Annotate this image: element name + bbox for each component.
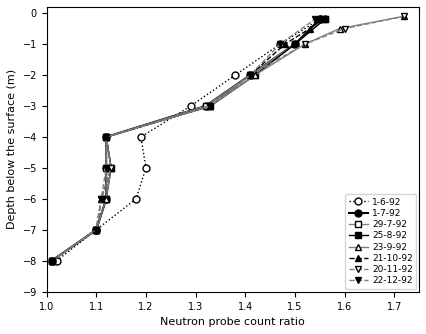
21-10-92 (208, 104, 213, 108)
25-8-92 (253, 73, 258, 77)
21-10-92 (322, 16, 327, 20)
1-6-92 (138, 135, 144, 139)
20-11-92 (94, 228, 99, 232)
25-8-92 (104, 197, 109, 201)
23-9-92 (302, 42, 308, 46)
29-7-92 (203, 104, 208, 108)
22-12-92 (312, 17, 317, 21)
29-7-92 (292, 42, 297, 46)
20-11-92 (99, 197, 104, 201)
1-6-92 (188, 104, 193, 108)
20-11-92 (342, 27, 347, 31)
Line: 23-9-92: 23-9-92 (48, 13, 408, 264)
23-9-92 (104, 197, 109, 201)
1-7-92 (104, 166, 109, 170)
22-12-92 (104, 135, 109, 139)
1-7-92 (104, 135, 109, 139)
29-7-92 (104, 135, 109, 139)
23-9-92 (337, 27, 342, 31)
25-8-92 (208, 104, 213, 108)
29-7-92 (322, 17, 327, 21)
22-12-92 (277, 42, 282, 46)
29-7-92 (94, 228, 99, 232)
23-9-92 (109, 166, 114, 170)
Line: 29-7-92: 29-7-92 (48, 16, 328, 264)
20-11-92 (402, 14, 407, 18)
1-6-92 (94, 228, 99, 232)
20-11-92 (208, 104, 213, 108)
1-7-92 (248, 73, 253, 77)
25-8-92 (292, 42, 297, 46)
Line: 22-12-92: 22-12-92 (48, 16, 318, 264)
1-6-92 (54, 259, 59, 263)
1-6-92 (233, 73, 238, 77)
23-9-92 (104, 135, 109, 139)
23-9-92 (253, 73, 258, 77)
1-6-92 (277, 42, 282, 46)
Y-axis label: Depth below the surface (m): Depth below the surface (m) (7, 69, 17, 229)
20-11-92 (302, 42, 308, 46)
21-10-92 (109, 166, 114, 170)
1-7-92 (49, 259, 54, 263)
29-7-92 (49, 259, 54, 263)
Line: 20-11-92: 20-11-92 (48, 13, 408, 264)
25-8-92 (109, 166, 114, 170)
23-9-92 (402, 14, 407, 18)
21-10-92 (282, 42, 288, 46)
23-9-92 (94, 228, 99, 232)
20-11-92 (248, 73, 253, 77)
Line: 21-10-92: 21-10-92 (48, 14, 328, 264)
21-10-92 (49, 259, 54, 263)
1-7-92 (203, 104, 208, 108)
21-10-92 (104, 135, 109, 139)
1-7-92 (104, 197, 109, 201)
1-6-92 (144, 166, 149, 170)
25-8-92 (49, 259, 54, 263)
X-axis label: Neutron probe count ratio: Neutron probe count ratio (161, 317, 305, 327)
21-10-92 (94, 228, 99, 232)
1-7-92 (317, 17, 322, 21)
29-7-92 (248, 73, 253, 77)
22-12-92 (104, 166, 109, 170)
23-9-92 (49, 259, 54, 263)
22-12-92 (99, 197, 104, 201)
1-6-92 (133, 197, 138, 201)
21-10-92 (99, 197, 104, 201)
Line: 1-6-92: 1-6-92 (53, 16, 323, 264)
1-6-92 (317, 17, 322, 21)
20-11-92 (109, 166, 114, 170)
25-8-92 (322, 17, 327, 21)
1-7-92 (292, 42, 297, 46)
Legend: 1-6-92, 1-7-92, 29-7-92, 25-8-92, 23-9-92, 21-10-92, 20-11-92, 22-12-92: 1-6-92, 1-7-92, 29-7-92, 25-8-92, 23-9-9… (345, 194, 416, 289)
22-12-92 (94, 228, 99, 232)
22-12-92 (49, 259, 54, 263)
29-7-92 (104, 166, 109, 170)
21-10-92 (307, 27, 312, 31)
20-11-92 (104, 135, 109, 139)
20-11-92 (49, 259, 54, 263)
Line: 1-7-92: 1-7-92 (48, 16, 323, 264)
Line: 25-8-92: 25-8-92 (48, 16, 328, 264)
23-9-92 (208, 104, 213, 108)
25-8-92 (94, 228, 99, 232)
22-12-92 (248, 73, 253, 77)
21-10-92 (248, 73, 253, 77)
29-7-92 (104, 197, 109, 201)
25-8-92 (104, 135, 109, 139)
1-7-92 (94, 228, 99, 232)
22-12-92 (208, 104, 213, 108)
